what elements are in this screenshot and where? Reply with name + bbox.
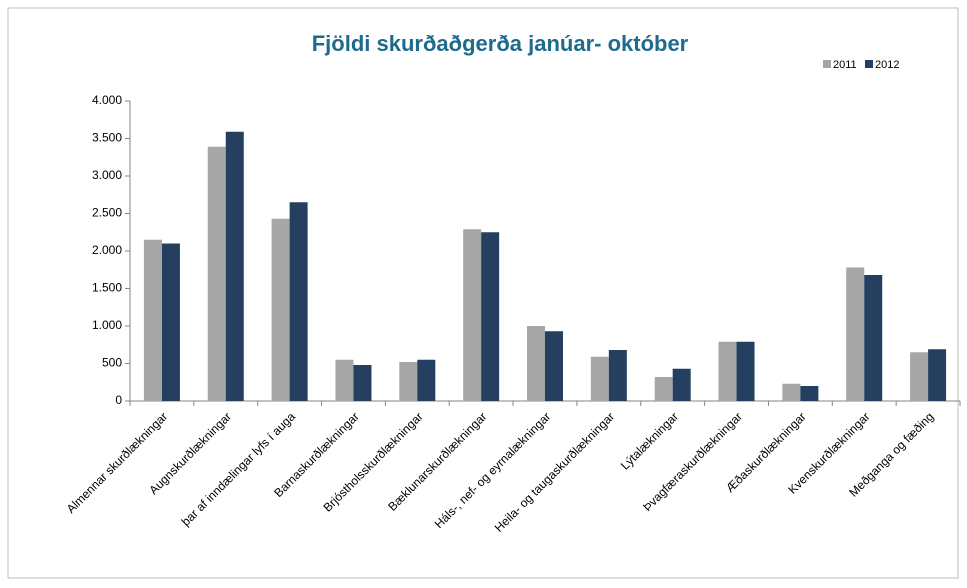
bar xyxy=(527,326,545,401)
bar xyxy=(800,386,819,401)
bar xyxy=(481,232,500,401)
bar xyxy=(545,331,563,401)
legend-label: 2012 xyxy=(875,59,899,71)
bar xyxy=(207,146,226,401)
bar xyxy=(608,350,627,401)
bar xyxy=(289,202,308,401)
y-tick-label: 3.000 xyxy=(92,168,122,182)
legend-swatch xyxy=(865,60,873,68)
chart-title: Fjöldi skurðaðgerða janúar- október xyxy=(312,31,689,56)
y-tick-label: 2.500 xyxy=(92,206,122,220)
bar xyxy=(846,267,865,401)
bar xyxy=(417,359,436,401)
bar xyxy=(782,383,801,401)
bar xyxy=(463,229,482,401)
bar xyxy=(910,352,929,401)
bar xyxy=(225,131,244,401)
bar xyxy=(271,218,290,401)
legend-label: 2011 xyxy=(833,59,857,71)
bar xyxy=(928,349,947,401)
y-tick-label: 500 xyxy=(102,356,122,370)
y-tick-label: 1.000 xyxy=(92,318,122,332)
y-tick-label: 2.000 xyxy=(92,243,122,257)
bar xyxy=(353,365,372,401)
bar xyxy=(736,341,755,401)
y-tick-label: 3.500 xyxy=(92,131,122,145)
bar xyxy=(161,243,180,401)
bar xyxy=(672,368,691,401)
y-tick-label: 4.000 xyxy=(92,93,122,107)
bar xyxy=(590,356,609,401)
bar xyxy=(864,275,883,401)
bar xyxy=(335,359,354,401)
y-tick-label: 1.500 xyxy=(92,281,122,295)
y-tick-label: 0 xyxy=(115,393,122,407)
bar xyxy=(399,362,418,401)
bar xyxy=(718,341,737,401)
bar xyxy=(143,239,162,401)
legend-swatch xyxy=(823,60,831,68)
bar xyxy=(654,377,673,401)
